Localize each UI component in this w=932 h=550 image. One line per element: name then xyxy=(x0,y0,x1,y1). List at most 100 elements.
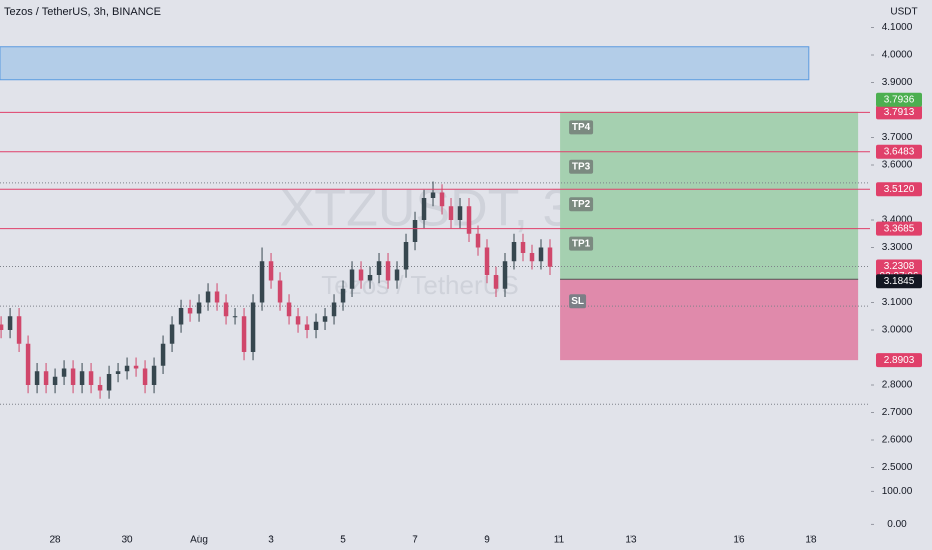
profit-zone xyxy=(560,111,859,280)
candle-body xyxy=(133,365,139,369)
y-tick-label: 3.3000 xyxy=(882,242,913,253)
entry-tag xyxy=(876,274,922,289)
candle-body xyxy=(304,324,310,330)
tp-label: TP1 xyxy=(572,238,591,249)
y-tick-label: 4.0000 xyxy=(882,50,913,61)
candle-body xyxy=(97,384,103,391)
candle-body xyxy=(520,241,526,253)
x-tick-label: 3 xyxy=(268,535,274,546)
candle-body xyxy=(115,371,121,374)
candle-body xyxy=(268,261,274,281)
candle-body xyxy=(223,302,229,317)
last-price-label: 3.2308 xyxy=(884,261,915,272)
price-tag-label: 3.3685 xyxy=(884,223,915,234)
candle-body xyxy=(340,288,346,303)
entry-tag-label: 3.1845 xyxy=(884,276,915,287)
y-tick-label: 2.7000 xyxy=(882,407,913,418)
candle-body xyxy=(502,261,508,289)
candle-body xyxy=(511,241,517,262)
candle-body xyxy=(88,371,94,385)
price-tag-label: 3.7913 xyxy=(884,107,915,118)
candle-body xyxy=(448,206,454,220)
candle-body xyxy=(61,368,67,377)
tp-badge xyxy=(569,159,594,174)
price-tag xyxy=(876,105,922,120)
stop-tag xyxy=(876,353,922,368)
stop-tag-label: 2.8903 xyxy=(884,355,915,366)
y-tick-label: 3.9000 xyxy=(882,77,913,88)
candle-body xyxy=(529,252,535,262)
price-tag-label: 3.6483 xyxy=(884,146,915,157)
tp-label: TP2 xyxy=(572,199,591,210)
candle-body xyxy=(187,307,193,314)
x-tick-label: 5 xyxy=(340,535,346,546)
candle-body xyxy=(277,280,283,303)
y-tick-label: 3.4000 xyxy=(882,215,913,226)
tp-badge xyxy=(569,236,594,251)
candle-body xyxy=(349,269,355,289)
target-tag-label: 3.7936 xyxy=(884,94,915,105)
candle-body xyxy=(466,206,472,234)
candle-body xyxy=(7,316,13,330)
y-tick-label: 3.1000 xyxy=(882,297,913,308)
y-tick-label: 3.0000 xyxy=(882,325,913,336)
candle-body xyxy=(160,343,166,366)
candle-body xyxy=(358,269,364,281)
candle-body xyxy=(538,247,544,262)
candle-body xyxy=(322,316,328,322)
sl-badge xyxy=(569,294,587,309)
x-tick-label: 13 xyxy=(625,535,637,546)
sl-label: SL xyxy=(571,296,584,307)
candle-body xyxy=(178,307,184,325)
candle-body xyxy=(313,321,319,330)
tp-label: TP3 xyxy=(572,161,591,172)
y-tick-label: 3.6000 xyxy=(882,160,913,171)
tp-badge xyxy=(569,120,594,135)
tp-label: TP4 xyxy=(572,122,591,133)
candle-body xyxy=(430,192,436,198)
x-tick-label: 28 xyxy=(50,535,62,546)
price-tag xyxy=(876,221,922,236)
candle-body xyxy=(169,324,175,344)
chart-title: Tezos / TetherUS, 3h, BINANCE xyxy=(4,6,161,18)
x-tick-label: 11 xyxy=(554,535,565,546)
y-tick-label: 3.7000 xyxy=(882,132,913,143)
candle-body xyxy=(106,373,112,391)
candle-body xyxy=(421,197,427,220)
candle-body xyxy=(52,376,58,385)
price-tag xyxy=(876,182,922,197)
candle-body xyxy=(367,274,373,281)
candle-body xyxy=(241,316,247,352)
candle-body xyxy=(34,371,40,385)
candle-body xyxy=(457,206,463,220)
candle-body xyxy=(394,269,400,281)
tp-badge xyxy=(569,197,594,212)
candle-body xyxy=(43,371,49,385)
candle-body xyxy=(25,343,31,385)
candle-body xyxy=(142,368,148,385)
candle-body xyxy=(196,302,202,314)
candle-body xyxy=(250,302,256,352)
zone xyxy=(0,46,810,81)
candle-body xyxy=(385,261,391,281)
y-tick-label: 2.8000 xyxy=(882,380,913,391)
candle-body xyxy=(403,241,409,270)
y-tick-label: 0.00 xyxy=(887,519,907,530)
y-tick-label: 100.00 xyxy=(882,486,913,497)
candle-body xyxy=(214,291,220,303)
candle-body xyxy=(376,261,382,275)
y-tick-label: 4.1000 xyxy=(882,22,913,33)
candle-body xyxy=(124,365,130,372)
target-tag xyxy=(876,92,922,107)
x-tick-label: 30 xyxy=(121,535,133,546)
candle-body xyxy=(70,368,76,385)
candle-body xyxy=(412,219,418,242)
candle-body xyxy=(475,233,481,248)
candle-body xyxy=(232,316,238,318)
candle-body xyxy=(295,316,301,325)
candle-body xyxy=(493,274,499,289)
x-tick-label: Aug xyxy=(190,535,208,546)
candle-body xyxy=(331,302,337,317)
loss-zone xyxy=(560,279,859,361)
